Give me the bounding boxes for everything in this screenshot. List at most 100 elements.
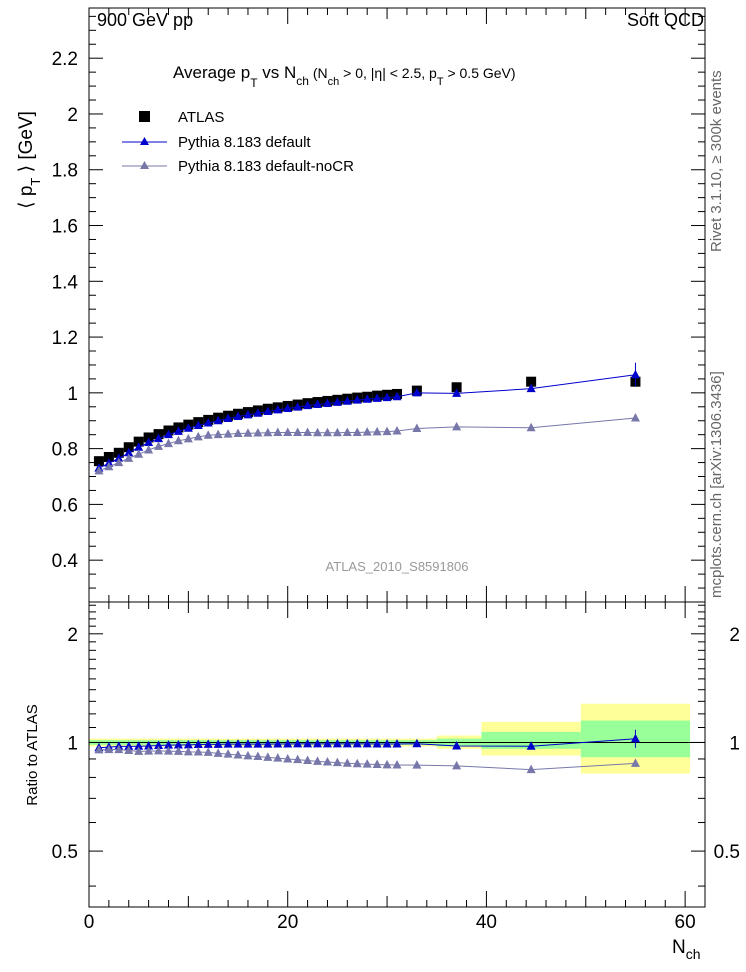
side-label-mcplots: mcplots.cern.ch [arXiv:1306.3436] xyxy=(708,371,725,598)
ratio-point-default xyxy=(526,741,536,750)
point-default xyxy=(372,393,382,402)
ratio-point-nocr xyxy=(303,755,313,765)
ratio-y-tick-label-right: 0.5 xyxy=(714,842,740,863)
point-nocr xyxy=(104,461,114,471)
point-default xyxy=(392,391,402,401)
x-tick-label: 0 xyxy=(84,912,95,933)
main-y-tick-label: 2 xyxy=(67,105,78,126)
point-nocr xyxy=(193,431,203,441)
atlas-data-point xyxy=(133,436,144,447)
point-default xyxy=(243,409,253,419)
ratio-point-default xyxy=(233,739,243,748)
point-default xyxy=(526,383,536,393)
legend-label-default: Pythia 8.183 default xyxy=(178,134,311,151)
ratio-point-default xyxy=(283,739,293,748)
point-nocr xyxy=(243,428,253,437)
point-nocr xyxy=(144,445,154,454)
point-nocr xyxy=(362,427,372,436)
ratio-point-nocr xyxy=(452,760,462,770)
x-axis-label: Nch xyxy=(672,937,701,962)
side-label-rivet: Rivet 3.1.10, ≥ 300k events xyxy=(708,70,725,252)
point-nocr xyxy=(233,428,243,438)
main-y-tick-label: 1.4 xyxy=(52,272,79,293)
ratio-point-default xyxy=(134,741,144,750)
atlas-data-point xyxy=(93,456,104,467)
header-right: Soft QCD xyxy=(627,10,704,30)
ratio-point-default xyxy=(223,739,233,748)
ratio-point-default xyxy=(273,739,283,748)
point-default xyxy=(382,392,392,402)
atlas-data-point xyxy=(451,382,462,393)
point-nocr xyxy=(263,427,273,437)
point-nocr xyxy=(283,427,293,436)
main-y-tick-label: 1.2 xyxy=(52,328,78,349)
ratio-point-default xyxy=(332,738,342,748)
main-y-tick-label: 1.8 xyxy=(52,161,78,182)
atlas-data-point xyxy=(123,442,134,453)
xlabel-part: N xyxy=(672,937,686,958)
ratio-point-default xyxy=(303,738,313,748)
point-nocr xyxy=(163,438,173,448)
ratio-point-default xyxy=(313,738,323,748)
point-default xyxy=(293,402,303,411)
main-plot-marks xyxy=(93,362,641,475)
ratio-point-nocr xyxy=(173,746,183,755)
point-nocr xyxy=(223,429,233,438)
point-default xyxy=(313,399,323,409)
point-nocr xyxy=(452,421,462,431)
ratio-point-nocr xyxy=(382,759,392,769)
point-nocr xyxy=(213,429,223,439)
ratio-point-default xyxy=(144,740,154,750)
ratio-point-nocr xyxy=(94,744,104,754)
ratio-point-default xyxy=(412,738,422,748)
main-y-tick-label: 0.6 xyxy=(52,495,78,516)
point-default xyxy=(332,397,342,406)
ratio-point-default xyxy=(154,740,164,749)
main-y-axis-label: ⟨ pT ⟩ [GeV] xyxy=(16,111,43,209)
ylabel-sub: T xyxy=(28,178,43,186)
legend-label-nocr: Pythia 8.183 default-noCR xyxy=(178,158,354,175)
point-nocr xyxy=(154,441,164,450)
main-plot-frame xyxy=(88,7,706,603)
point-nocr xyxy=(392,426,402,435)
ratio-y-axis-label: Ratio to ATLAS xyxy=(24,704,41,805)
point-default xyxy=(352,395,362,404)
ratio-point-nocr xyxy=(253,751,263,761)
point-nocr xyxy=(630,412,640,422)
ratio-point-nocr xyxy=(332,757,342,767)
ratio-point-nocr xyxy=(392,760,402,769)
main-y-tick-label: 1.6 xyxy=(52,217,78,238)
point-default xyxy=(183,423,193,432)
ratio-point-default xyxy=(342,738,352,748)
legend-marker-atlas xyxy=(139,111,150,122)
analysis-watermark: ATLAS_2010_S8591806 xyxy=(326,559,469,574)
point-nocr xyxy=(293,427,303,436)
ratio-point-default xyxy=(392,739,402,748)
ratio-point-nocr xyxy=(412,760,422,769)
ratio-point-default xyxy=(382,739,392,748)
point-default xyxy=(223,413,233,423)
point-nocr xyxy=(352,427,362,436)
point-nocr xyxy=(273,427,283,436)
point-default xyxy=(322,398,332,407)
title-part: (N xyxy=(309,65,328,81)
point-default xyxy=(173,426,183,435)
point-nocr xyxy=(342,427,352,436)
ratio-y-tick-label-left: 1 xyxy=(67,733,78,754)
xlabel-sub: ch xyxy=(686,946,701,962)
ratio-point-nocr xyxy=(114,744,124,754)
ratio-point-nocr xyxy=(163,746,173,755)
main-y-tick-label: 0.4 xyxy=(52,551,79,572)
ratio-point-default xyxy=(352,738,362,748)
title-part: vs N xyxy=(258,63,297,82)
point-nocr xyxy=(526,422,536,432)
title-sub: ch xyxy=(296,74,309,88)
x-tick-label: 60 xyxy=(675,912,696,933)
ratio-point-nocr xyxy=(283,753,293,763)
ratio-point-nocr xyxy=(124,745,134,754)
legend-label-atlas: ATLAS xyxy=(178,109,224,126)
axis-ticks: 0.40.60.811.21.41.61.822.20.5 0.51 12 20 20 4… xyxy=(52,8,740,933)
ratio-point-default xyxy=(163,740,173,749)
main-y-tick-label: 1 xyxy=(67,384,78,405)
